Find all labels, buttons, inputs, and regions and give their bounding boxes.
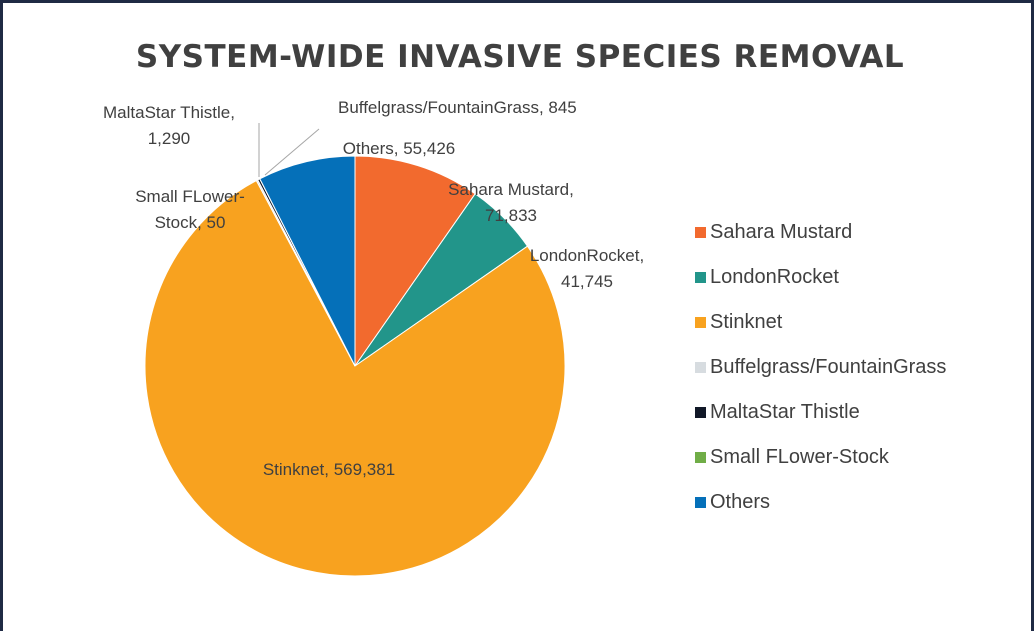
- legend-swatch: [695, 271, 706, 283]
- pie-slice-sahara-mustard: [354, 155, 476, 368]
- pie-slices: [144, 155, 566, 577]
- legend-label: Others: [710, 490, 771, 513]
- legend-swatch: [695, 316, 706, 328]
- legend-swatch: [695, 361, 706, 373]
- legend-label: MaltaStar Thistle: [710, 400, 860, 423]
- legend-item-others: Others: [695, 487, 946, 517]
- data-label-sahara-mustard-value: 71,833: [485, 206, 537, 225]
- data-label-sahara-mustard-name: Sahara Mustard,: [448, 180, 574, 199]
- data-label-small-flower-stock-name: Small FLower-: [135, 187, 245, 206]
- legend-item-maltastar-thistle: MaltaStar Thistle: [695, 397, 946, 427]
- legend-label: Stinknet: [710, 310, 783, 333]
- legend-label: Sahara Mustard: [710, 220, 853, 243]
- data-label-londonrocket-name: LondonRocket,: [530, 246, 644, 265]
- pie-chart: Sahara Mustard, 71,833 LondonRocket, 41,…: [103, 98, 644, 577]
- legend-item-small-flower-stock: Small FLower-Stock: [695, 442, 946, 472]
- legend-label: LondonRocket: [710, 265, 839, 288]
- chart-legend: Sahara Mustard LondonRocket Stinknet Buf…: [695, 217, 946, 532]
- data-label-stinknet: Stinknet, 569,381: [263, 460, 395, 479]
- chart-title: SYSTEM-WIDE INVASIVE SPECIES REMOVAL: [135, 39, 905, 75]
- data-label-maltastar-name: MaltaStar Thistle,: [103, 103, 235, 122]
- pie-slice-others: [259, 155, 356, 367]
- legend-item-buffelgrass: Buffelgrass/FountainGrass: [695, 352, 946, 382]
- data-label-others: Others, 55,426: [343, 139, 455, 158]
- legend-swatch: [695, 226, 706, 238]
- legend-swatch: [695, 406, 706, 418]
- pie-slice-stinknet: [144, 179, 566, 577]
- legend-label: Small FLower-Stock: [710, 445, 889, 468]
- legend-label: Buffelgrass/FountainGrass: [710, 355, 947, 378]
- legend-item-sahara-mustard: Sahara Mustard: [695, 217, 946, 247]
- legend-swatch: [695, 496, 706, 508]
- legend-swatch: [695, 451, 706, 463]
- legend-item-stinknet: Stinknet: [695, 307, 946, 337]
- legend-item-londonrocket: LondonRocket: [695, 262, 946, 292]
- data-label-buffelgrass: Buffelgrass/FountainGrass, 845: [338, 98, 577, 117]
- leader-line-buffel: [264, 128, 320, 176]
- data-label-small-flower-stock-value: Stock, 50: [155, 213, 226, 232]
- data-label-londonrocket-value: 41,745: [561, 272, 613, 291]
- data-label-maltastar-value: 1,290: [148, 129, 191, 148]
